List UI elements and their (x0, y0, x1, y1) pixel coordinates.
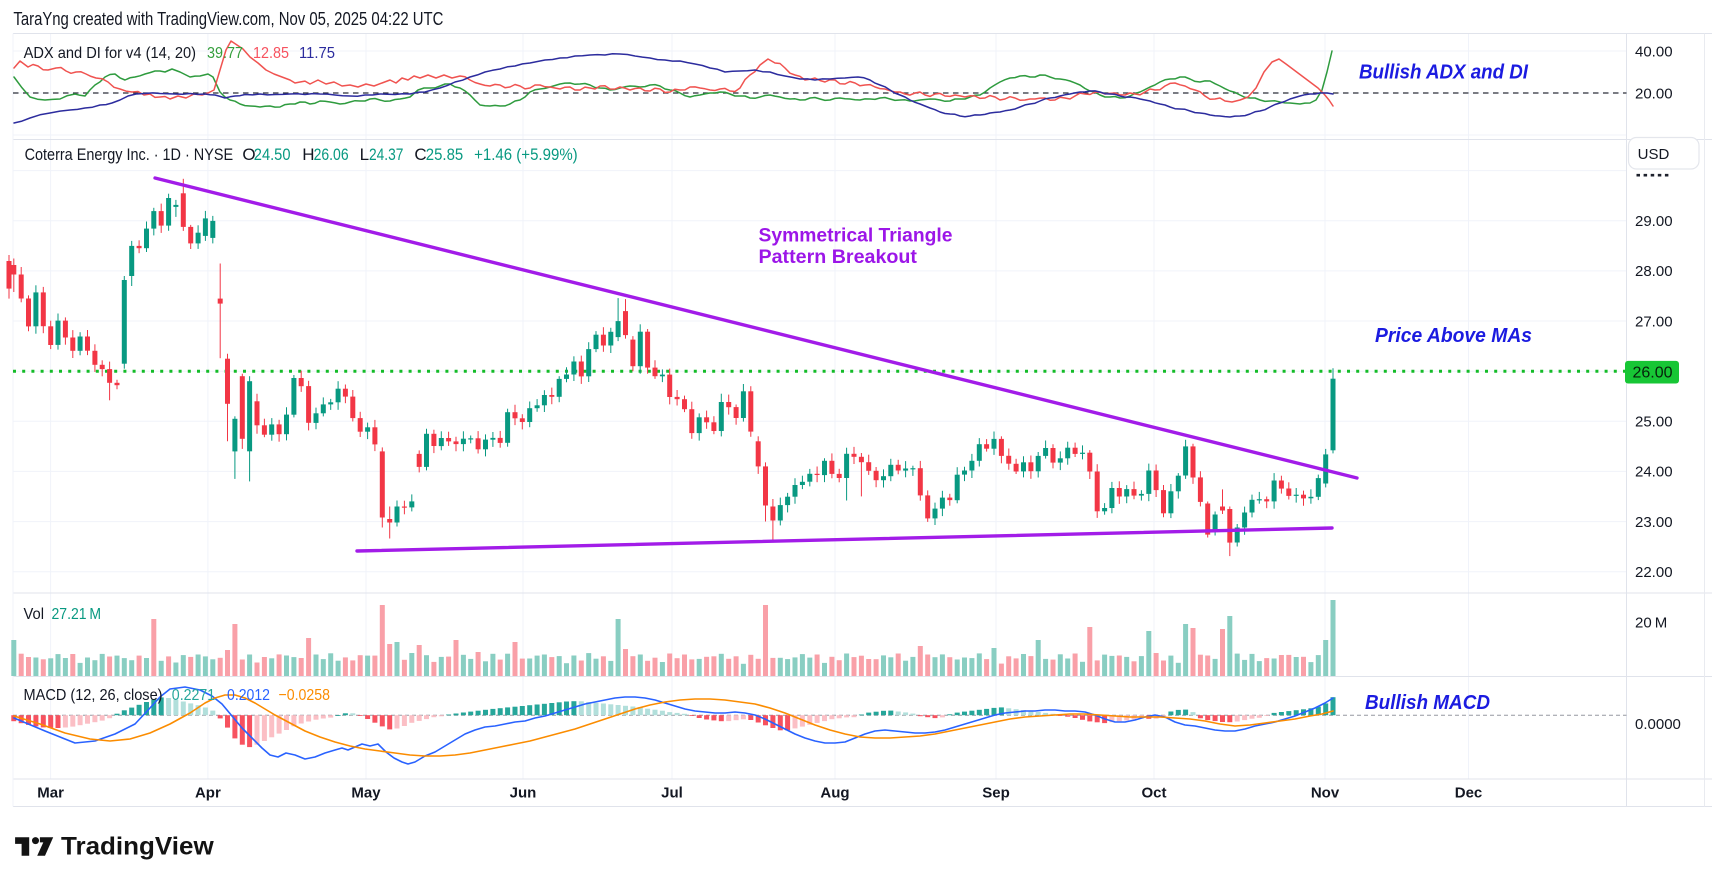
svg-text:+1.46 (+5.99%): +1.46 (+5.99%) (474, 145, 578, 164)
svg-text:Bullish MACD: Bullish MACD (1365, 692, 1490, 714)
svg-text:Price Above MAs: Price Above MAs (1375, 325, 1532, 347)
svg-text:20 M: 20 M (1635, 614, 1667, 631)
svg-text:23.00: 23.00 (1635, 514, 1673, 531)
svg-text:11.75: 11.75 (299, 45, 335, 62)
svg-text:Mar: Mar (37, 785, 64, 802)
svg-text:Aug: Aug (820, 785, 849, 802)
svg-text:24.00: 24.00 (1635, 464, 1673, 481)
svg-text:O: O (242, 145, 255, 164)
svg-text:Pattern Breakout: Pattern Breakout (759, 247, 918, 268)
svg-text:26.06: 26.06 (314, 145, 349, 164)
svg-text:0.2012: 0.2012 (227, 687, 270, 704)
svg-text:39.77: 39.77 (207, 45, 243, 62)
svg-text:0.2271: 0.2271 (172, 687, 215, 704)
svg-text:Jun: Jun (510, 785, 537, 802)
svg-text:20.00: 20.00 (1635, 85, 1673, 102)
svg-text:22.00: 22.00 (1635, 564, 1673, 581)
svg-text:Coterra Energy Inc. · 1D · NYS: Coterra Energy Inc. · 1D · NYSE (25, 145, 234, 164)
svg-text:25.85: 25.85 (426, 145, 463, 164)
svg-text:29.00: 29.00 (1635, 213, 1673, 230)
svg-text:MACD (12, 26, close): MACD (12, 26, close) (24, 687, 163, 704)
svg-text:Dec: Dec (1455, 785, 1483, 802)
svg-text:Vol: Vol (24, 606, 45, 623)
svg-text:C: C (414, 145, 426, 164)
svg-text:Jul: Jul (661, 785, 683, 802)
svg-text:27.21 M: 27.21 M (52, 606, 102, 623)
svg-text:12.85: 12.85 (253, 45, 289, 62)
svg-text:−0.0258: −0.0258 (279, 687, 331, 704)
svg-text:H: H (302, 145, 314, 164)
svg-text:24.37: 24.37 (369, 145, 403, 164)
svg-text:26.00: 26.00 (1632, 365, 1672, 382)
svg-text:0.0000: 0.0000 (1635, 716, 1681, 733)
svg-text:40.00: 40.00 (1635, 43, 1673, 60)
svg-text:24.50: 24.50 (254, 145, 291, 164)
svg-text:Nov: Nov (1311, 785, 1340, 802)
svg-text:Sep: Sep (982, 785, 1010, 802)
svg-text:28.00: 28.00 (1635, 263, 1673, 280)
svg-text:Bullish ADX and DI: Bullish ADX and DI (1359, 62, 1528, 84)
svg-text:L: L (360, 145, 369, 164)
svg-text:25.00: 25.00 (1635, 414, 1673, 431)
svg-text:USD: USD (1638, 146, 1670, 163)
svg-text:May: May (351, 785, 381, 802)
svg-text:TradingView: TradingView (61, 833, 214, 861)
svg-text:ADX and DI for v4 (14, 20): ADX and DI for v4 (14, 20) (24, 45, 196, 62)
svg-text:Apr: Apr (195, 785, 221, 802)
svg-text:27.00: 27.00 (1635, 313, 1673, 330)
svg-text:Symmetrical Triangle: Symmetrical Triangle (759, 226, 953, 247)
svg-text:Oct: Oct (1141, 785, 1166, 802)
svg-text:TaraYng created with TradingVi: TaraYng created with TradingView.com, No… (13, 9, 443, 29)
